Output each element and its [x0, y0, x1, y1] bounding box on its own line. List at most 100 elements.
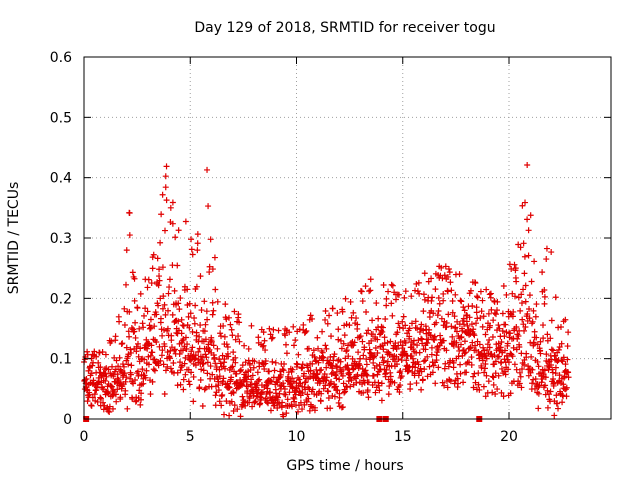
data-point — [486, 344, 493, 351]
data-point — [484, 341, 491, 348]
data-point — [144, 284, 151, 291]
data-point — [467, 344, 474, 351]
data-point — [420, 291, 427, 298]
data-point — [508, 265, 515, 272]
data-point — [460, 321, 467, 328]
data-point — [180, 376, 187, 383]
data-point — [143, 336, 150, 343]
data-point — [315, 345, 322, 352]
data-point — [418, 321, 425, 328]
data-point — [237, 413, 244, 420]
data-point — [137, 401, 144, 408]
data-point — [225, 353, 232, 360]
data-point — [159, 332, 166, 339]
data-point — [461, 338, 468, 345]
data-point — [373, 300, 380, 307]
data-point — [191, 314, 198, 321]
data-point — [165, 290, 172, 297]
data-point — [379, 324, 386, 331]
data-point — [498, 389, 505, 396]
data-point — [468, 321, 475, 328]
data-point — [500, 393, 507, 400]
data-point — [376, 361, 383, 368]
data-point — [507, 330, 514, 337]
data-point — [487, 290, 494, 297]
data-point — [420, 308, 427, 315]
data-point — [333, 375, 340, 382]
data-point — [537, 350, 544, 357]
data-point — [204, 316, 211, 323]
data-point — [447, 378, 454, 385]
data-point — [299, 361, 306, 368]
data-point — [251, 358, 258, 365]
data-point — [388, 281, 395, 288]
data-point — [271, 402, 278, 409]
data-point — [256, 363, 263, 370]
data-point — [157, 239, 164, 246]
data-point — [164, 349, 171, 356]
data-point — [145, 276, 152, 283]
data-point — [415, 279, 422, 286]
data-point — [147, 324, 154, 331]
data-point — [249, 372, 256, 379]
data-point — [98, 373, 105, 380]
data-point — [109, 392, 116, 399]
data-point — [522, 323, 529, 330]
data-point — [131, 275, 138, 282]
data-point — [142, 305, 149, 312]
data-points — [81, 161, 572, 422]
data-point — [415, 372, 422, 379]
data-point — [541, 287, 548, 294]
data-point — [235, 333, 242, 340]
data-point — [267, 407, 274, 414]
data-point — [202, 321, 209, 328]
data-point — [510, 308, 517, 315]
data-point — [315, 359, 322, 366]
data-point — [339, 308, 346, 315]
data-point — [169, 311, 176, 318]
data-point — [235, 311, 242, 318]
data-point — [486, 291, 493, 298]
data-point — [518, 300, 525, 307]
data-point — [460, 304, 467, 311]
data-point — [565, 374, 572, 381]
data-point — [401, 294, 408, 301]
data-point — [236, 368, 243, 375]
data-point — [150, 251, 157, 258]
data-point — [406, 364, 413, 371]
data-point — [563, 393, 570, 400]
data-point — [331, 393, 338, 400]
data-point — [561, 373, 568, 380]
data-point — [347, 298, 354, 305]
data-point — [439, 379, 446, 386]
data-point — [460, 379, 467, 386]
data-point — [161, 343, 168, 350]
data-point — [489, 334, 496, 341]
data-point — [231, 402, 238, 409]
data-point — [177, 295, 184, 302]
data-point — [138, 390, 145, 397]
data-point — [389, 312, 396, 319]
data-point — [393, 345, 400, 352]
data-point — [380, 282, 387, 288]
data-point — [185, 378, 192, 385]
data-point — [550, 347, 557, 354]
data-point — [342, 295, 349, 302]
data-point — [517, 244, 524, 251]
data-point — [356, 362, 363, 369]
data-point — [300, 321, 307, 328]
data-point — [393, 361, 400, 368]
data-point — [250, 364, 257, 371]
data-point — [215, 387, 222, 394]
data-point — [370, 372, 377, 379]
data-point — [542, 374, 549, 381]
data-point — [536, 382, 543, 389]
data-point — [490, 374, 497, 381]
data-point — [482, 331, 489, 338]
data-point — [286, 329, 293, 336]
data-point — [516, 380, 523, 387]
data-point — [519, 316, 526, 323]
data-point — [161, 301, 168, 308]
data-point — [125, 351, 132, 358]
data-point — [412, 318, 419, 325]
